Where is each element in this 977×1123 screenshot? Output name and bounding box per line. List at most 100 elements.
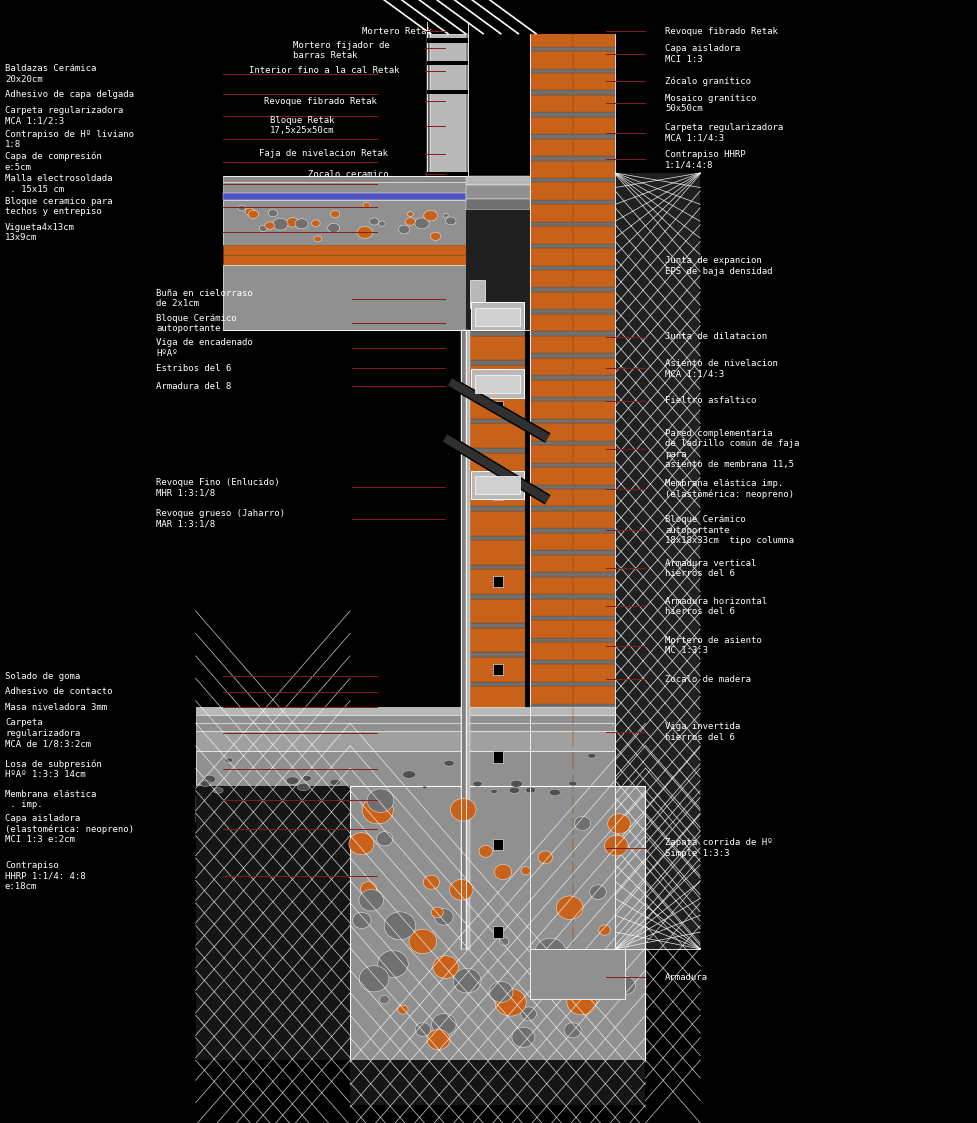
Text: Armadura horizontal
hierros del 6: Armadura horizontal hierros del 6: [664, 596, 766, 617]
Bar: [470, 715, 525, 740]
Bar: [530, 398, 615, 402]
Ellipse shape: [366, 788, 394, 812]
Bar: [492, 401, 502, 412]
Bar: [530, 555, 615, 572]
Bar: [530, 91, 615, 95]
Bar: [530, 336, 615, 354]
Bar: [530, 183, 615, 200]
Ellipse shape: [384, 912, 415, 940]
Ellipse shape: [534, 938, 565, 965]
Bar: [530, 112, 615, 117]
Text: Armadura: Armadura: [664, 973, 707, 982]
Text: Asiento de nivelacion
MCA 1:1/4:3: Asiento de nivelacion MCA 1:1/4:3: [664, 358, 777, 378]
Ellipse shape: [329, 779, 340, 785]
Ellipse shape: [376, 832, 393, 846]
Text: Pared complementaria
de ladrillo común de faja
para
asiento de membrana 11,5: Pared complementaria de ladrillo común d…: [664, 429, 798, 469]
Text: Mortero fijador de
barras Retak: Mortero fijador de barras Retak: [293, 40, 390, 61]
Ellipse shape: [268, 210, 277, 217]
Text: Bloque Cerámico
autoportante
18x18x33cm  tipo columna: Bloque Cerámico autoportante 18x18x33cm …: [664, 515, 793, 545]
Ellipse shape: [369, 218, 378, 225]
Bar: [195, 731, 615, 751]
Bar: [530, 222, 615, 227]
Bar: [470, 623, 525, 628]
Ellipse shape: [589, 885, 606, 900]
Bar: [470, 511, 525, 536]
Bar: [615, 173, 700, 949]
Bar: [223, 193, 465, 200]
Bar: [465, 185, 530, 199]
Bar: [475, 375, 520, 393]
Bar: [470, 652, 525, 657]
Bar: [470, 920, 525, 944]
Bar: [470, 394, 525, 419]
Bar: [470, 828, 525, 832]
Bar: [530, 923, 615, 928]
Bar: [530, 69, 615, 73]
Ellipse shape: [604, 836, 627, 856]
Bar: [530, 594, 615, 599]
Bar: [427, 172, 468, 176]
Bar: [470, 423, 525, 448]
Ellipse shape: [615, 977, 635, 995]
Bar: [530, 179, 615, 183]
Ellipse shape: [499, 938, 508, 946]
Bar: [471, 471, 524, 499]
Bar: [470, 891, 525, 915]
Ellipse shape: [433, 956, 458, 978]
Bar: [530, 752, 615, 769]
Bar: [530, 331, 615, 336]
Text: Contrapiso
HHRP 1:1/4: 4:8
e:18cm: Contrapiso HHRP 1:1/4: 4:8 e:18cm: [5, 861, 85, 891]
Ellipse shape: [213, 787, 223, 793]
Text: Zapata corrida de Hº
Simple 1:3:3: Zapata corrida de Hº Simple 1:3:3: [664, 838, 772, 858]
Ellipse shape: [273, 218, 287, 230]
Bar: [530, 135, 615, 139]
Ellipse shape: [407, 212, 413, 217]
Text: Revoque fibrado Retak: Revoque fibrado Retak: [664, 27, 777, 36]
Text: Vigueta4x13cm
13x9cm: Vigueta4x13cm 13x9cm: [5, 222, 74, 243]
Bar: [530, 834, 615, 839]
Bar: [530, 532, 615, 550]
Ellipse shape: [422, 786, 427, 789]
Text: Revoque grueso (Jaharro)
MAR 1:3:1/8: Revoque grueso (Jaharro) MAR 1:3:1/8: [156, 509, 285, 529]
Bar: [470, 569, 525, 594]
Bar: [530, 642, 615, 659]
Text: Carpeta regularizadora
MCA 1:1/2:3: Carpeta regularizadora MCA 1:1/2:3: [5, 106, 123, 126]
Ellipse shape: [361, 882, 376, 896]
Text: Viga invertida
hierros del 6: Viga invertida hierros del 6: [664, 722, 740, 742]
Ellipse shape: [434, 909, 452, 925]
Text: Buña en cielorraso
de 2x1cm: Buña en cielorraso de 2x1cm: [156, 289, 253, 309]
Bar: [470, 657, 525, 682]
Ellipse shape: [607, 814, 629, 833]
Bar: [530, 485, 615, 489]
Bar: [530, 244, 615, 248]
Bar: [530, 686, 615, 703]
Bar: [195, 707, 615, 715]
Bar: [530, 380, 615, 398]
Bar: [465, 210, 530, 330]
Ellipse shape: [349, 832, 373, 855]
Bar: [530, 905, 615, 923]
Bar: [530, 703, 615, 707]
Bar: [530, 928, 615, 944]
Text: Interior fino a la cal Retak: Interior fino a la cal Retak: [249, 66, 400, 75]
Text: Mosaico granítico
50x50cm: Mosaico granítico 50x50cm: [664, 93, 755, 113]
Bar: [530, 117, 615, 135]
Bar: [492, 664, 502, 675]
Bar: [223, 265, 465, 330]
Text: Capa de compresión
e:5cm: Capa de compresión e:5cm: [5, 152, 102, 172]
Bar: [530, 944, 615, 949]
Text: Solado de goma: Solado de goma: [5, 672, 80, 681]
Bar: [530, 95, 615, 112]
Bar: [475, 308, 520, 326]
Bar: [470, 482, 525, 506]
Bar: [530, 795, 615, 813]
Ellipse shape: [301, 776, 311, 782]
Bar: [470, 594, 525, 599]
Ellipse shape: [479, 846, 491, 857]
Ellipse shape: [311, 220, 319, 227]
Ellipse shape: [473, 780, 481, 785]
Text: Carpeta
regularizadora
MCA de 1/8:3:2cm: Carpeta regularizadora MCA de 1/8:3:2cm: [5, 719, 91, 748]
Ellipse shape: [314, 236, 321, 241]
Ellipse shape: [549, 789, 560, 796]
Ellipse shape: [525, 787, 535, 793]
